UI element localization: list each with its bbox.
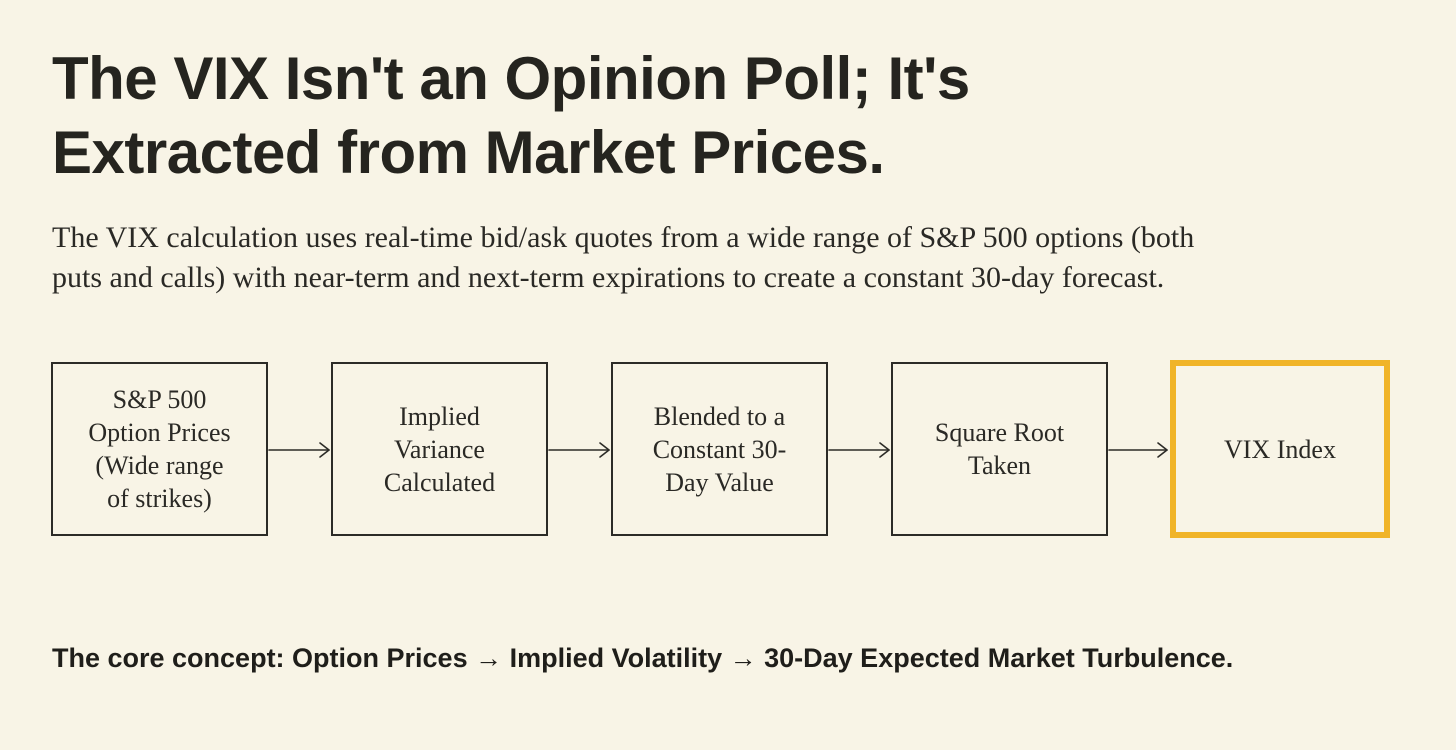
flow-step-label: Option Prices [88, 418, 231, 447]
flow-step-label: of strikes) [107, 484, 212, 513]
core-concept-summary: The core concept: Option Prices → Implie… [52, 643, 1234, 673]
flow-step-label: Variance [394, 434, 485, 464]
title-line-1: The VIX Isn't an Opinion Poll; It's [52, 45, 970, 112]
flow-step-label: Day Value [665, 467, 774, 497]
arrow-right-icon [828, 442, 890, 458]
flow-step-label: Blended to a [653, 401, 786, 431]
flow-step-label: (Wide range [95, 451, 224, 480]
arrow-right-icon [548, 442, 610, 458]
flow-step-vix-index: VIX Index [1170, 360, 1390, 538]
title-line-2: Extracted from Market Prices. [52, 119, 885, 186]
description: The VIX calculation uses real-time bid/a… [52, 218, 1412, 298]
flow-step-label: Taken [967, 451, 1032, 480]
flow-step-option-prices: S&P 500 Option Prices (Wide range of str… [51, 362, 268, 536]
flow-step-label: Constant 30- [652, 434, 787, 464]
flow-step-implied-variance: Implied Variance Calculated [331, 362, 548, 536]
arrow-right-icon [1108, 442, 1168, 458]
page-title: The VIX Isn't an Opinion Poll; It's Extr… [52, 42, 1352, 190]
flow-step-label: Square Root [934, 418, 1065, 447]
flow-step-label: VIX Index [1224, 434, 1336, 464]
description-line-2: puts and calls) with near-term and next-… [52, 261, 1165, 294]
flow-step-square-root: Square Root Taken [891, 362, 1108, 536]
flow-step-label: S&P 500 [112, 385, 207, 414]
flow-step-label: Implied [399, 401, 480, 431]
description-line-1: The VIX calculation uses real-time bid/a… [52, 221, 1195, 254]
arrow-right-icon [268, 442, 330, 458]
flow-step-blended-30-day: Blended to a Constant 30- Day Value [611, 362, 828, 536]
flow-step-label: Calculated [383, 467, 496, 497]
